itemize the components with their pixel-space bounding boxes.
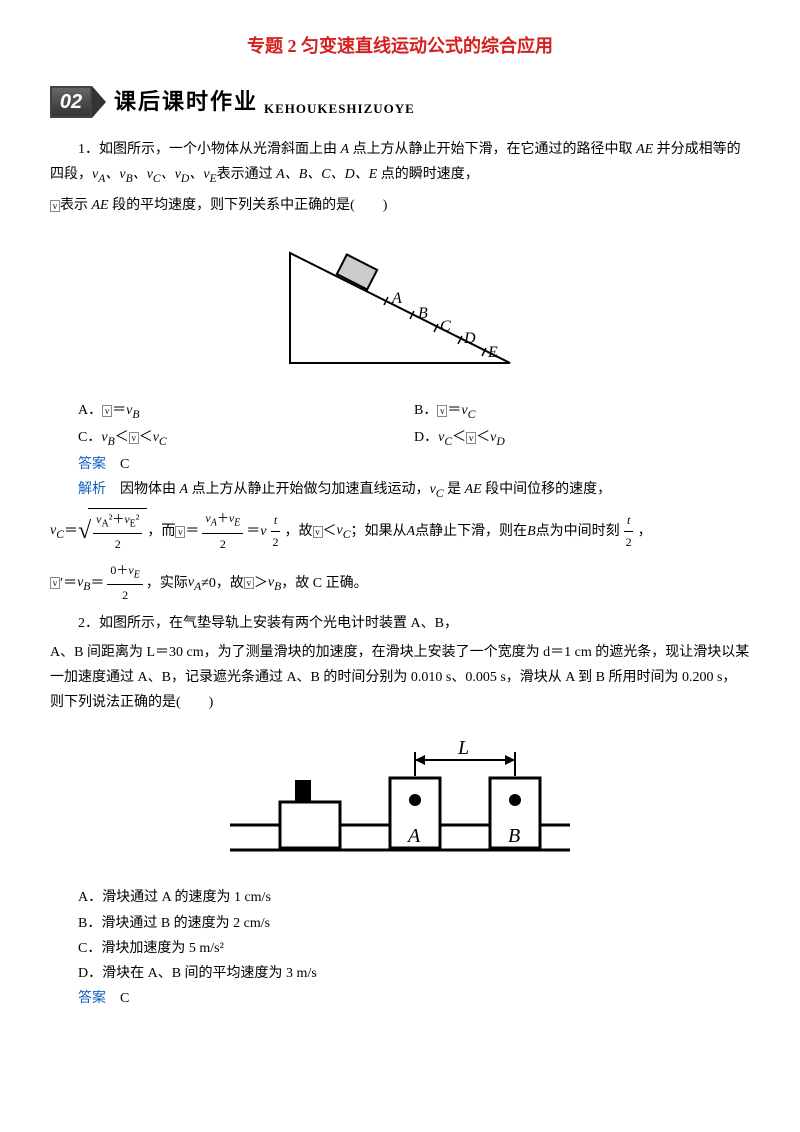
q1-optD-rel2: ＜ [476, 430, 490, 445]
q1-analysis-1: 因物体由 A 点上方从静止开始做匀加速直线运动，vC 是 AE 段中间位移的速度… [120, 482, 611, 497]
placeholder-icon: v [129, 432, 139, 444]
label-E: E [487, 344, 498, 361]
t: ，故 C 正确。 [281, 571, 367, 596]
t: 是 [444, 482, 465, 497]
q1-avg-post: 段的平均速度，则下列关系中正确的是( ) [109, 198, 388, 213]
q1-optD-pre: D． [414, 430, 438, 445]
placeholder-icon: v [102, 405, 112, 417]
t: 段中间位移的速度， [482, 482, 612, 497]
answer-label: 答案 [78, 991, 106, 1006]
incline-diagram: A B C D E [270, 233, 530, 383]
q1-points: A、B、C、D、E [276, 167, 377, 182]
q1-vars: vA、vB、vC、vD、vE [92, 167, 217, 182]
q2-opt-b: B．滑块通过 B 的速度为 2 cm/s [78, 911, 750, 936]
q1-analysis-line: 解析因物体由 A 点上方从静止开始做匀加速直线运动，vC 是 AE 段中间位移的… [50, 477, 750, 504]
q1-opt-a: A．v＝vB [78, 398, 414, 425]
q1-optC-pre: C． [78, 430, 101, 445]
q1-optB-eq: ＝ [447, 403, 461, 418]
q1-optA-eq: ＝ [112, 403, 126, 418]
q2-stem-1: 2．如图所示，在气垫导轨上安装有两个光电计时装置 A、B， [50, 611, 750, 636]
q2-options: A．滑块通过 A 的速度为 1 cm/s B．滑块通过 B 的速度为 2 cm/… [78, 885, 750, 986]
section-badge: 02 [50, 86, 106, 118]
badge-triangle-icon [92, 86, 106, 118]
q1-opt-b: B．v＝vC [414, 398, 750, 425]
label-B: B [418, 305, 428, 322]
airtrack-diagram: A B L [220, 730, 580, 870]
q1-mid3: 表示通过 [217, 167, 277, 182]
q1-avg-pre: 表示 [60, 198, 92, 213]
placeholder-icon: v [313, 526, 323, 538]
q1-A: A [341, 142, 350, 157]
q2-opt-a: A．滑块通过 A 的速度为 1 cm/s [78, 885, 750, 910]
t: 点上方从静止开始做匀加速直线运动， [188, 482, 430, 497]
q1-formula-2: v′＝vB＝ 0＋vE2 ，实际 vA≠0，故v＞vB，故 C 正确。 [50, 560, 750, 607]
answer-label: 答案 [78, 457, 106, 472]
q1-figure: A B C D E [50, 233, 750, 383]
L-label: L [457, 737, 469, 759]
q1-stem-2: v表示 AE 段的平均速度，则下列关系中正确的是( ) [50, 193, 750, 218]
placeholder-icon: v [466, 432, 476, 444]
q1-optD-rel: ＜ [452, 430, 466, 445]
q2-opt-d: D．滑块在 A、B 间的平均速度为 3 m/s [78, 961, 750, 986]
gate-A-label: A [406, 825, 421, 847]
section-heading: 课后课时作业 [114, 82, 258, 122]
q2-figure: A B L [50, 730, 750, 870]
q1-opt-d: D．vC＜v＜vD [414, 425, 750, 452]
q1-stem-pre: 1．如图所示，一个小物体从光滑斜面上由 [78, 142, 341, 157]
q1-formula-1: vC＝ √vA²＋vE²2 ，而v＝ vA＋vE2 ＝vt2 ，故v＜vC；如果… [50, 508, 750, 556]
gate-B-label: B [508, 825, 520, 847]
t: ，故 [285, 519, 313, 544]
q2-answer-line: 答案 C [50, 986, 750, 1011]
section-header: 02 课后课时作业 KEHOUKESHIZUOYE [50, 82, 750, 122]
q1-optA-pre: A． [78, 403, 102, 418]
q2-answer: C [120, 991, 129, 1006]
label-D: D [463, 330, 476, 347]
label-C: C [440, 318, 451, 335]
placeholder-icon: v [50, 200, 60, 212]
q1-answer: C [120, 457, 129, 472]
placeholder-icon: v [437, 405, 447, 417]
q2-stem-2: A、B 间距离为 L＝30 cm，为了测量滑块的加速度，在滑块上安装了一个宽度为… [50, 640, 750, 716]
q1-options: A．v＝vB B．v＝vC C．vB＜v＜vC D．vC＜v＜vD [78, 398, 750, 452]
badge-number: 02 [50, 86, 92, 118]
label-A: A [391, 290, 402, 307]
t: ，而 [147, 519, 175, 544]
t: ，实际 [146, 571, 188, 596]
placeholder-icon: v [175, 526, 185, 538]
q1-AE2: AE [92, 198, 109, 213]
t: ，故 [216, 571, 244, 596]
t: 点为中间时刻 [536, 519, 620, 544]
q1-AE: AE [636, 142, 653, 157]
page-title: 专题 2 匀变速直线运动公式的综合应用 [50, 30, 750, 62]
q1-mid4: 点的瞬时速度， [377, 167, 479, 182]
q1-optC-rel2: ＜ [139, 430, 153, 445]
q1-mid1: 点上方从静止开始下滑，在它通过的路径中取 [349, 142, 636, 157]
q2-opt-c: C．滑块加速度为 5 m/s² [78, 936, 750, 961]
t: 点静止下滑，则在 [415, 519, 527, 544]
q1-opt-c: C．vB＜v＜vC [78, 425, 414, 452]
placeholder-icon: v [244, 577, 254, 589]
q1-optC-rel: ＜ [115, 430, 129, 445]
analysis-label: 解析 [78, 482, 106, 497]
placeholder-icon: v [50, 577, 60, 589]
t: 因物体由 [120, 482, 180, 497]
q1-stem: 1．如图所示，一个小物体从光滑斜面上由 A 点上方从静止开始下滑，在它通过的路径… [50, 137, 750, 189]
section-pinyin: KEHOUKESHIZUOYE [264, 97, 415, 122]
t: ；如果从 [351, 519, 407, 544]
q1-optB-pre: B． [414, 403, 437, 418]
q1-answer-line: 答案 C [50, 452, 750, 477]
